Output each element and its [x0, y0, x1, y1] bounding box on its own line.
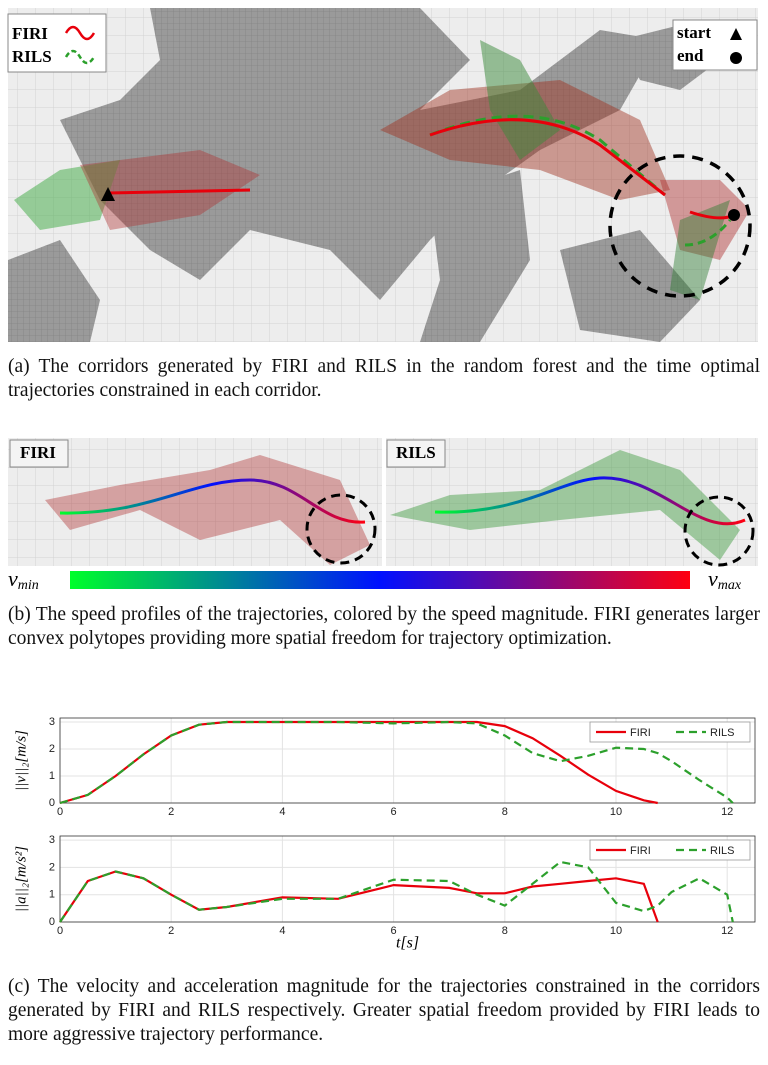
caption: (b) The speed profiles of the trajectori…: [8, 604, 760, 649]
y-tick-label: 0: [49, 916, 55, 928]
legend-box: [589, 839, 751, 861]
subscript: max: [718, 578, 742, 593]
symbol: v: [708, 566, 718, 591]
colorbar-min: vmin: [8, 566, 39, 593]
series-line: [59, 720, 734, 805]
symbol: v: [8, 566, 18, 591]
x-tick-label: 0: [57, 925, 63, 937]
y-tick-label: 0: [49, 797, 55, 809]
series-line: [59, 860, 734, 923]
panel-b-images: [8, 438, 758, 589]
x-tick-label: 10: [610, 806, 622, 818]
y-axis-label: ||a||₂[m/s²]: [13, 846, 29, 912]
legend-label: FIRI: [630, 845, 651, 857]
y-tick-label: 1: [49, 770, 55, 782]
legend-label: RILS: [12, 47, 52, 66]
caption: (a) The corridors generated by FIRI and …: [8, 356, 760, 401]
legend-label: RILS: [710, 845, 734, 857]
legend-label: start: [677, 23, 711, 42]
legend-label: FIRI: [630, 727, 651, 739]
x-tick-label: 8: [502, 806, 508, 818]
legend-box: [589, 721, 751, 743]
y-axis-label: ||v||₂[m/s]: [13, 730, 29, 791]
x-tick-label: 6: [391, 925, 397, 937]
x-tick-label: 0: [57, 806, 63, 818]
y-tick-label: 3: [49, 716, 55, 728]
x-tick-label: 2: [168, 925, 174, 937]
x-tick-label: 6: [391, 806, 397, 818]
y-tick-label: 3: [49, 834, 55, 846]
x-tick-label: 12: [721, 925, 733, 937]
legend-label: FIRI: [12, 24, 48, 43]
legend-label: RILS: [710, 727, 734, 739]
x-axis-label: t[s]: [396, 935, 419, 952]
x-tick-label: 4: [279, 806, 285, 818]
panel-label: FIRI: [20, 443, 56, 462]
legend-label: end: [677, 46, 704, 65]
colorbar-max: vmax: [708, 566, 742, 593]
panel-label: RILS: [396, 443, 436, 462]
x-tick-label: 4: [279, 925, 285, 937]
y-tick-label: 1: [49, 889, 55, 901]
y-tick-label: 2: [49, 861, 55, 873]
x-tick-label: 10: [610, 925, 622, 937]
subscript: min: [18, 578, 39, 593]
panel-a-image: [7, 8, 758, 342]
y-tick-label: 2: [49, 743, 55, 755]
caption: (c) The velocity and acceleration magnit…: [8, 976, 760, 1045]
x-tick-label: 12: [721, 806, 733, 818]
plot-frame: [59, 717, 756, 804]
plot-frame: [59, 835, 756, 923]
x-tick-label: 8: [502, 925, 508, 937]
x-tick-label: 2: [168, 806, 174, 818]
